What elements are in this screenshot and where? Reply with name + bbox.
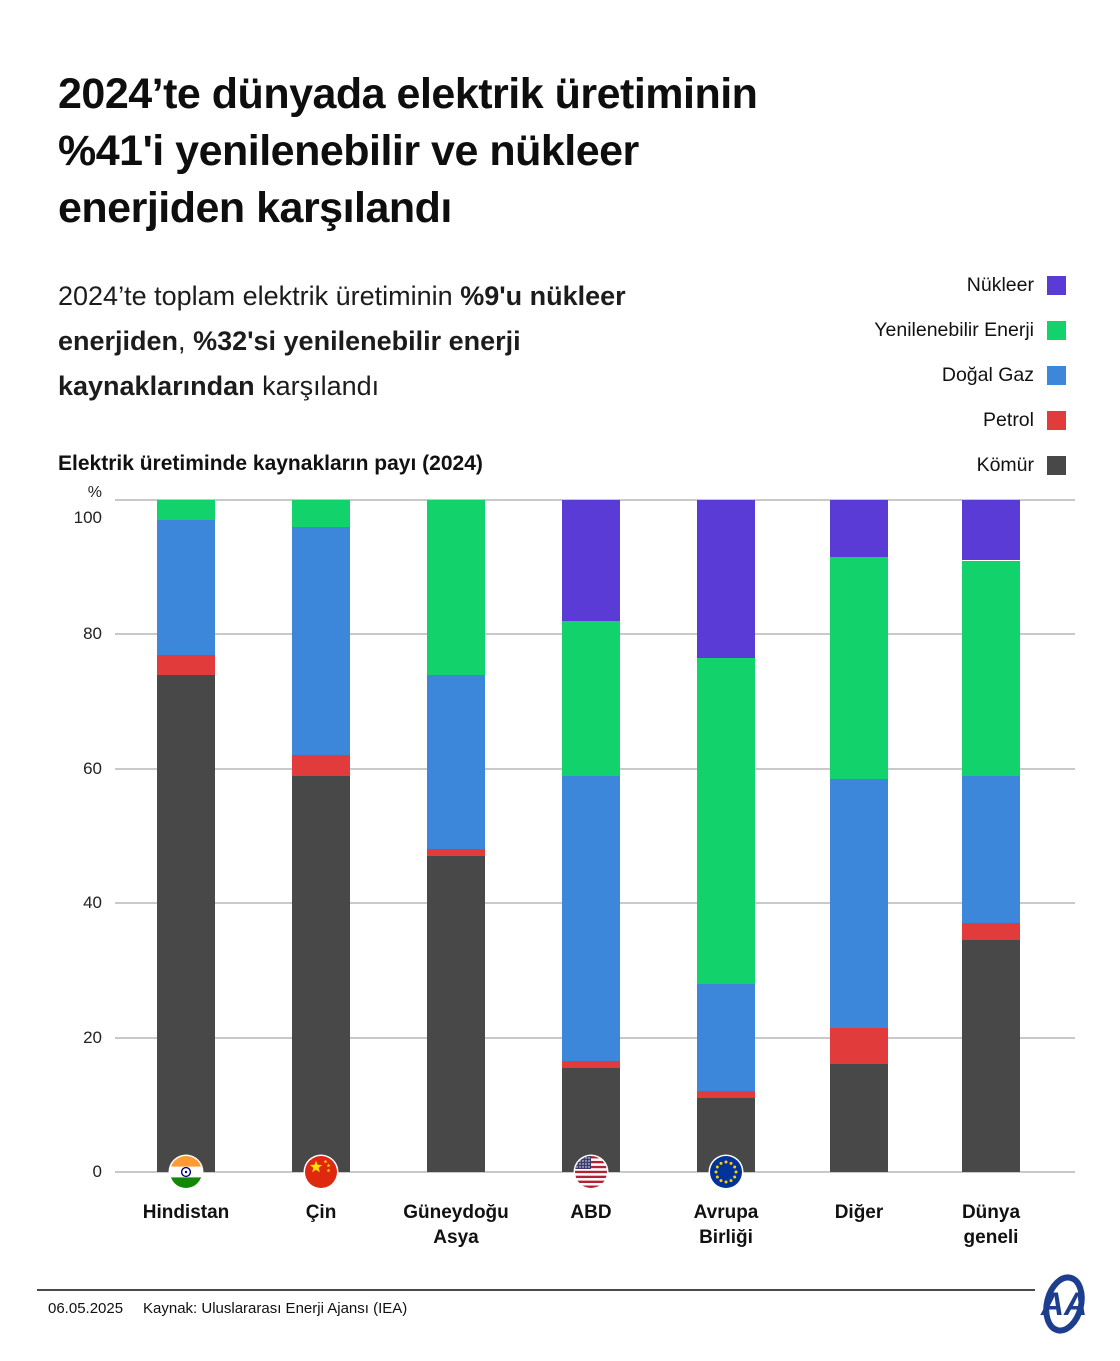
chart-plot-area: [115, 499, 1075, 1173]
legend-item: Yenilenebilir Enerji: [746, 315, 1066, 345]
aa-logo-text: AA: [1040, 1286, 1087, 1322]
title-line: %41'i yenilenebilir ve nükleer: [58, 127, 639, 175]
category-label-line: Hindistan: [142, 1202, 230, 1223]
bar-segment-petrol-5: [697, 1091, 755, 1099]
bar-segment-doğal-gaz-6: [830, 778, 888, 1028]
bar-segment-kömür-1: [157, 674, 215, 1172]
legend-swatch: [1047, 365, 1066, 385]
bar-segment-nükleer-6: [830, 500, 888, 558]
subtitle-text: 2024’te toplam elektrik üretiminin: [58, 281, 461, 311]
china-flag-icon: [302, 1153, 340, 1191]
category-label: Dünya geneli: [916, 1200, 1066, 1250]
bar-segment-petrol-6: [830, 1027, 888, 1065]
bar-segment-yenilenebilir-enerji-6: [830, 557, 888, 779]
bar-segment-doğal-gaz-2: [292, 526, 350, 756]
legend-label: Kömür: [976, 453, 1034, 476]
bar-segment-nükleer-7: [962, 500, 1020, 561]
bar-segment-kömür-6: [830, 1064, 888, 1172]
bar-segment-kömür-3: [427, 856, 485, 1172]
bar-segment-yenilenebilir-enerji-2: [292, 500, 350, 527]
bar-segment-nükleer-4: [562, 500, 620, 621]
page-subtitle: 2024’te toplam elektrik üretiminin %9'u …: [58, 274, 708, 409]
legend-item: Petrol: [746, 405, 1066, 435]
page-title: 2024’te dünyada elektrik üretiminin %41'i…: [58, 66, 978, 237]
legend-label: Petrol: [983, 408, 1034, 431]
subtitle-text: ,: [178, 326, 194, 356]
category-label: Çin: [246, 1200, 396, 1225]
y-tick-label: 100: [73, 508, 102, 527]
legend-item: Kömür: [746, 450, 1066, 480]
category-label-line: Diğer: [834, 1202, 884, 1223]
bar-segment-petrol-7: [962, 923, 1020, 941]
subtitle-text: karşılandı: [254, 371, 380, 401]
bar-segment-doğal-gaz-4: [562, 775, 620, 1062]
bar-segment-doğal-gaz-3: [427, 674, 485, 850]
category-label: ABD: [516, 1200, 666, 1225]
y-axis-unit-label: %: [87, 484, 102, 501]
footer-divider: [37, 1289, 1035, 1291]
category-label-line: Dünya: [961, 1202, 1021, 1223]
legend-item: Doğal Gaz: [746, 360, 1066, 390]
usa-flag-icon: [572, 1153, 610, 1191]
category-label-line: Asya: [433, 1227, 479, 1248]
category-label-line: Güneydoğu: [403, 1202, 509, 1223]
legend-swatch: [1047, 320, 1066, 340]
y-tick-label: 20: [83, 1027, 102, 1047]
bar-segment-doğal-gaz-5: [697, 983, 755, 1092]
bar-segment-petrol-1: [157, 654, 215, 675]
footer-source: Kaynak: Uluslararası Enerji Ajansı (IEA): [143, 1300, 408, 1317]
bar-segment-yenilenebilir-enerji-5: [697, 657, 755, 984]
category-label-line: Çin: [305, 1202, 337, 1223]
category-label-line: Birliği: [699, 1227, 753, 1248]
chart-legend: Nükleer Yenilenebilir Enerji Doğal Gaz Petr…: [746, 270, 1066, 495]
y-tick-label: 80: [83, 624, 102, 644]
bar-segment-petrol-4: [562, 1061, 620, 1068]
y-tick-label: 0: [92, 1162, 102, 1181]
category-label: Güneydoğu Asya: [381, 1200, 531, 1250]
category-label: Hindistan: [111, 1200, 261, 1225]
india-flag-icon: [167, 1153, 205, 1191]
anadolu-agency-logo-icon: AA: [1036, 1272, 1092, 1336]
legend-item: Nükleer: [746, 270, 1066, 300]
title-line: enerjiden karşılandı: [58, 184, 452, 232]
legend-label: Nükleer: [966, 273, 1034, 296]
bar-segment-petrol-3: [427, 849, 485, 857]
footer-date: 06.05.2025: [48, 1300, 124, 1317]
category-label-line: Avrupa: [693, 1202, 759, 1223]
y-tick-label: 60: [83, 758, 102, 778]
legend-label: Yenilenebilir Enerji: [874, 318, 1034, 341]
bar-segment-nükleer-5: [697, 500, 755, 658]
legend-swatch: [1047, 455, 1066, 475]
bar-segment-yenilenebilir-enerji-4: [562, 620, 620, 776]
legend-swatch: [1047, 410, 1066, 430]
title-line: 2024’te dünyada elektrik üretiminin: [58, 70, 758, 118]
y-tick-label: 40: [83, 893, 102, 913]
bar-segment-doğal-gaz-1: [157, 520, 215, 655]
bar-segment-yenilenebilir-enerji-3: [427, 500, 485, 675]
subtitle-highlight: %32'si yenilenebilir enerji kaynaklarınd…: [58, 326, 521, 401]
bar-segment-yenilenebilir-enerji-1: [157, 500, 215, 521]
bar-segment-kömür-7: [962, 940, 1020, 1172]
legend-swatch: [1047, 275, 1066, 295]
category-label: Avrupa Birliği: [651, 1200, 801, 1250]
bar-segment-doğal-gaz-7: [962, 775, 1020, 924]
bar-segment-petrol-2: [292, 755, 350, 776]
eu-flag-icon: [707, 1153, 745, 1191]
bar-segment-yenilenebilir-enerji-7: [962, 560, 1020, 776]
chart-title: Elektrik üretiminde kaynakların payı (20…: [58, 452, 483, 475]
category-label-line: geneli: [963, 1227, 1019, 1248]
gridline: [115, 499, 1075, 501]
legend-label: Doğal Gaz: [941, 363, 1034, 386]
category-label-line: ABD: [570, 1202, 612, 1223]
bar-segment-kömür-2: [292, 775, 350, 1172]
category-label: Diğer: [784, 1200, 934, 1225]
subtitle-highlight: %9'u nükleer enerjiden: [58, 281, 626, 356]
